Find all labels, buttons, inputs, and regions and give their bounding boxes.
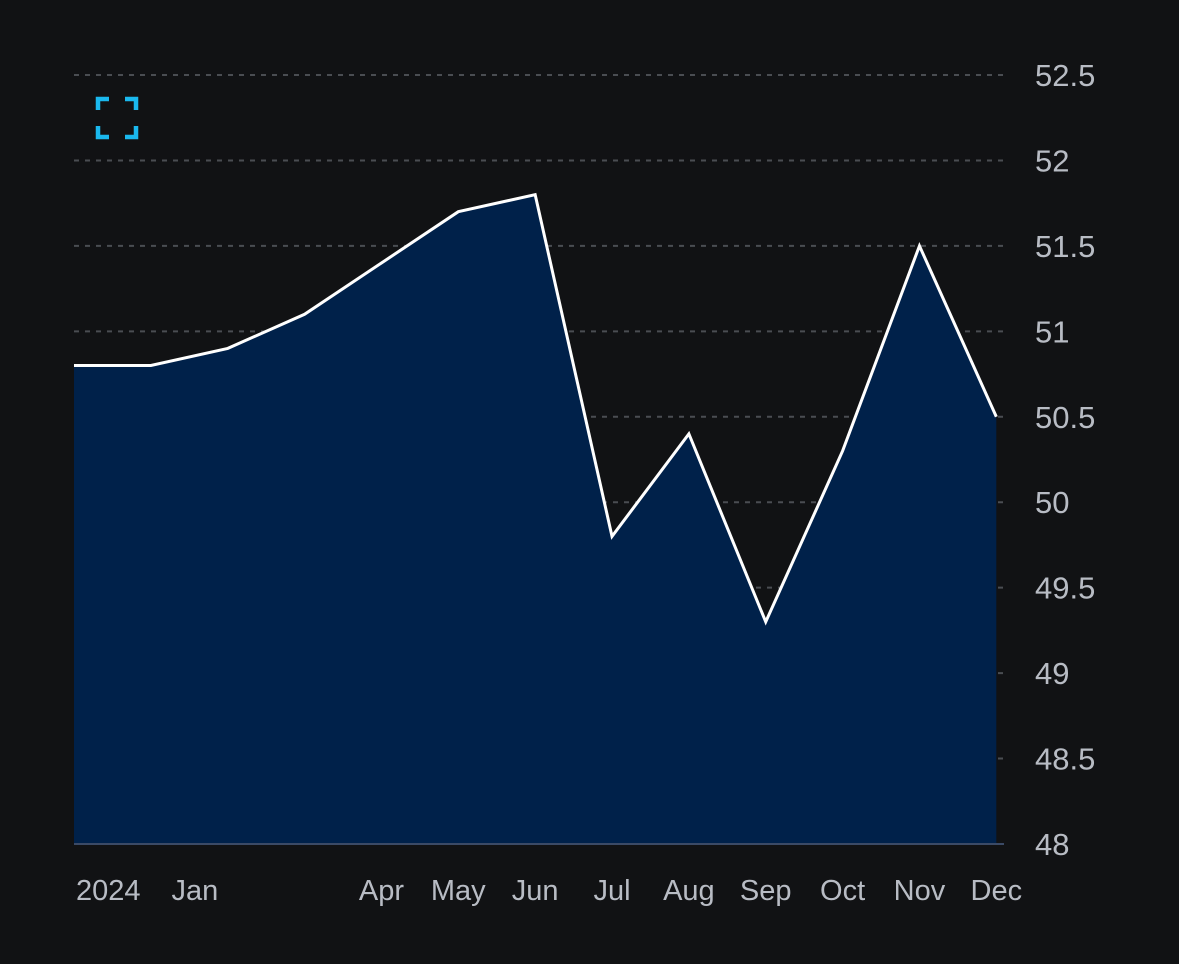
x-tick-label: Sep — [740, 875, 792, 907]
y-axis: 52.5 52 51.5 51 50.5 50 49.5 49 48.5 48 — [1035, 58, 1095, 862]
y-tick-label: 48.5 — [1035, 742, 1095, 777]
y-tick-label: 51 — [1035, 314, 1069, 349]
x-tick-label: Jul — [593, 875, 630, 907]
x-tick-label: Aug — [663, 875, 715, 907]
y-tick-label: 49 — [1035, 656, 1069, 691]
x-tick-label: May — [431, 875, 486, 907]
y-tick-label: 50.5 — [1035, 400, 1095, 435]
x-tick-label: Apr — [359, 875, 404, 907]
y-tick-label: 48 — [1035, 827, 1069, 862]
x-tick-label: Oct — [820, 875, 865, 907]
x-tick-label: Dec — [971, 875, 1023, 907]
x-tick-label: Nov — [894, 875, 946, 907]
expand-icon — [95, 96, 139, 140]
y-tick-label: 49.5 — [1035, 571, 1095, 606]
plot-area — [73, 192, 1004, 845]
x-tick-label: Jan — [171, 875, 218, 907]
x-tick-label: Jun — [512, 875, 559, 907]
y-tick-label: 51.5 — [1035, 229, 1095, 264]
series-area — [74, 194, 997, 845]
x-tick-label: 2024 — [76, 875, 141, 907]
y-tick-label: 52 — [1035, 143, 1069, 178]
y-tick-label: 50 — [1035, 485, 1069, 520]
y-tick-label: 52.5 — [1035, 58, 1095, 93]
expand-button[interactable] — [92, 93, 142, 143]
x-axis: 2024 Jan Apr May Jun Jul Aug Sep Oct Nov Dec — [76, 875, 1022, 907]
